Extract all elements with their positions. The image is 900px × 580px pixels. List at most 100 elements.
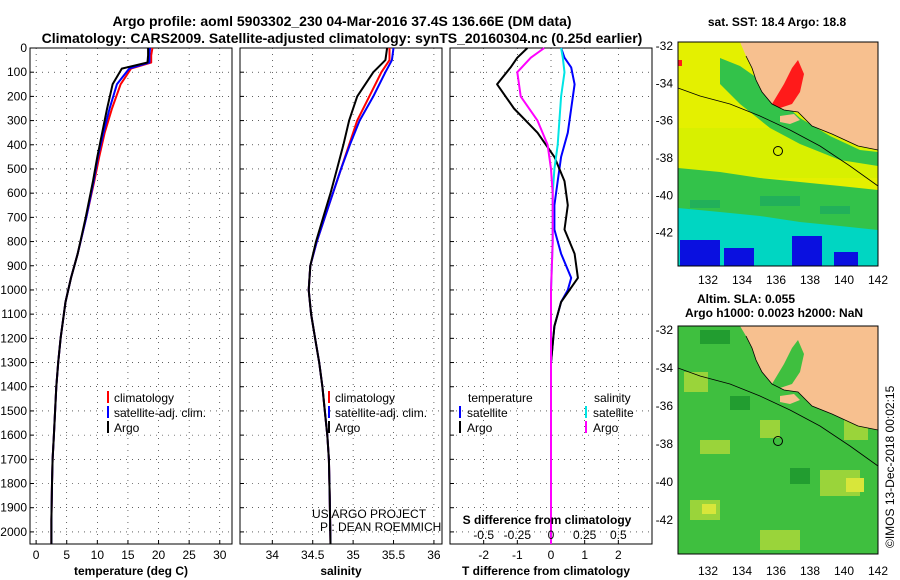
credit-line1: US ARGO PROJECT — [312, 507, 427, 521]
sla-dark-patches — [700, 330, 810, 484]
sal-diff-tick-label: -0.5 — [473, 528, 494, 542]
imos-watermark: ©IMOS 13-Dec-2018 00:02:15 — [883, 385, 897, 548]
depth-tick-labels: 0 100 200 300 400 500 600 700 800 900 1000 1100 1200… — [0, 41, 27, 539]
series-line-satellite-adj-clim- — [307, 47, 395, 545]
depth-tick-label: 400 — [7, 138, 27, 152]
legend-label-climatology: climatology — [335, 391, 395, 405]
sst-map — [677, 41, 879, 267]
series-line-salinity-satellite — [550, 47, 566, 544]
depth-tick-label: 800 — [7, 235, 27, 249]
depth-tick-label: 1300 — [0, 356, 27, 370]
x-tick-label: 25 — [182, 548, 196, 562]
depth-tick-label: 500 — [7, 162, 27, 176]
depth-tick-label: 300 — [7, 114, 27, 128]
map-lon-tick-label: 138 — [800, 273, 820, 287]
sst-land — [740, 42, 878, 150]
series-line-salinity-argo — [516, 47, 554, 544]
depth-tick-label: 100 — [7, 65, 27, 79]
sla-argo-location-marker — [773, 436, 783, 446]
legend-label-argo: Argo — [114, 421, 140, 435]
map-lat-tick-label: -36 — [656, 399, 674, 413]
map-lat-tick-label: -38 — [656, 151, 674, 165]
legend-title-salinity: salinity — [594, 391, 631, 405]
map-lon-tick-label: 134 — [732, 273, 752, 287]
map-lon-tick-label: 136 — [766, 564, 786, 578]
sst-blue-patches — [680, 236, 858, 266]
map-lat-tick-label: -34 — [656, 361, 674, 375]
sla-contour — [677, 367, 879, 467]
map-lat-tick-label: -42 — [656, 226, 674, 240]
depth-tick-label: 1500 — [0, 404, 27, 418]
map-lat-tick-label: -32 — [656, 39, 674, 53]
depth-tick-label: 1700 — [0, 452, 27, 466]
depth-tick-label: 900 — [7, 259, 27, 273]
sla-map-frame — [677, 325, 879, 555]
salinity-tick-labels: 34 34.5 35 35.5 36 — [266, 548, 441, 562]
temp-difference-axis-label: T difference from climatology — [462, 564, 630, 578]
temperature-panel-frame — [29, 47, 233, 545]
x-tick-label: 35.5 — [382, 548, 406, 562]
map-lat-tick-label: -32 — [656, 323, 674, 337]
map-lon-tick-label: 132 — [698, 273, 718, 287]
salinity-series-group — [307, 47, 395, 545]
map-lon-tick-label: 140 — [834, 564, 854, 578]
x-tick-label: 0 — [33, 548, 40, 562]
sla-light-patches — [684, 372, 868, 550]
x-tick-label: -2 — [478, 548, 489, 562]
sla-island — [780, 394, 800, 404]
salinity-difference-tick-labels: -0.5 -0.25 0 0.25 0.5 — [473, 528, 627, 542]
x-tick-label: 30 — [213, 548, 227, 562]
series-line-argo — [307, 47, 389, 545]
depth-tick-label: 2000 — [0, 525, 27, 539]
sla-coastline — [745, 335, 879, 431]
sal-diff-tick-label: 0.5 — [610, 528, 627, 542]
figure-title-line2: Climatology: CARS2009. Satellite-adjuste… — [42, 30, 643, 46]
sst-argo-location-marker — [773, 146, 783, 156]
temperature-series-group — [50, 47, 154, 544]
x-tick-label: 5 — [63, 548, 70, 562]
figure-title-line1: Argo profile: aoml 5903302_230 04-Mar-20… — [112, 13, 571, 29]
x-tick-label: -1 — [512, 548, 523, 562]
salinity-axis-label: salinity — [320, 564, 362, 578]
map-lon-tick-label: 140 — [834, 273, 854, 287]
sst-gulf-hot — [772, 60, 804, 108]
sst-contour — [677, 87, 879, 187]
series-line-argo — [50, 48, 150, 544]
panel-gridlines — [30, 47, 652, 544]
sst-map-title: sat. SST: 18.4 Argo: 18.8 — [708, 15, 847, 29]
depth-tick-label: 1600 — [0, 428, 27, 442]
sla-lon-tick-labels: 132 134 136 138 140 142 — [698, 564, 888, 578]
sla-map-title-line2: Argo h1000: 0.0023 h2000: NaN — [685, 306, 863, 320]
legend-title-temperature: temperature — [468, 391, 533, 405]
sst-coastline — [745, 55, 879, 151]
map-lat-tick-label: -38 — [656, 437, 674, 451]
x-tick-label: 0 — [548, 548, 555, 562]
difference-legend: temperature salinity satellite Argo sate… — [459, 391, 634, 435]
difference-series-group — [496, 47, 579, 544]
depth-tick-label: 700 — [7, 210, 27, 224]
map-lat-tick-label: -40 — [656, 475, 674, 489]
depth-tick-label: 600 — [7, 186, 27, 200]
sst-map-frame — [677, 41, 879, 267]
x-tick-label: 20 — [152, 548, 166, 562]
sla-gulf — [772, 340, 804, 388]
x-tick-label: 2 — [615, 548, 622, 562]
sla-land — [740, 326, 878, 430]
x-tick-label: 35 — [346, 548, 360, 562]
map-lon-tick-label: 142 — [868, 273, 888, 287]
depth-tick-label: 200 — [7, 89, 27, 103]
legend-label-temp-argo: Argo — [467, 421, 493, 435]
sla-lat-tick-labels: -32 -34 -36 -38 -40 -42 — [656, 323, 674, 527]
salinity-legend: climatology satellite-adj. clim. Argo — [328, 391, 427, 435]
x-tick-label: 10 — [91, 548, 105, 562]
legend-label-sal-argo: Argo — [593, 421, 619, 435]
map-lat-tick-label: -34 — [656, 76, 674, 90]
legend-label-satellite-adj: satellite-adj. clim. — [335, 406, 427, 420]
depth-tick-label: 1800 — [0, 477, 27, 491]
sal-diff-tick-label: 0 — [548, 528, 555, 542]
legend-label-argo: Argo — [335, 421, 361, 435]
difference-tick-labels: -2 -1 0 1 2 — [478, 548, 622, 562]
map-lat-tick-label: -36 — [656, 114, 674, 128]
depth-tick-label: 1400 — [0, 380, 27, 394]
